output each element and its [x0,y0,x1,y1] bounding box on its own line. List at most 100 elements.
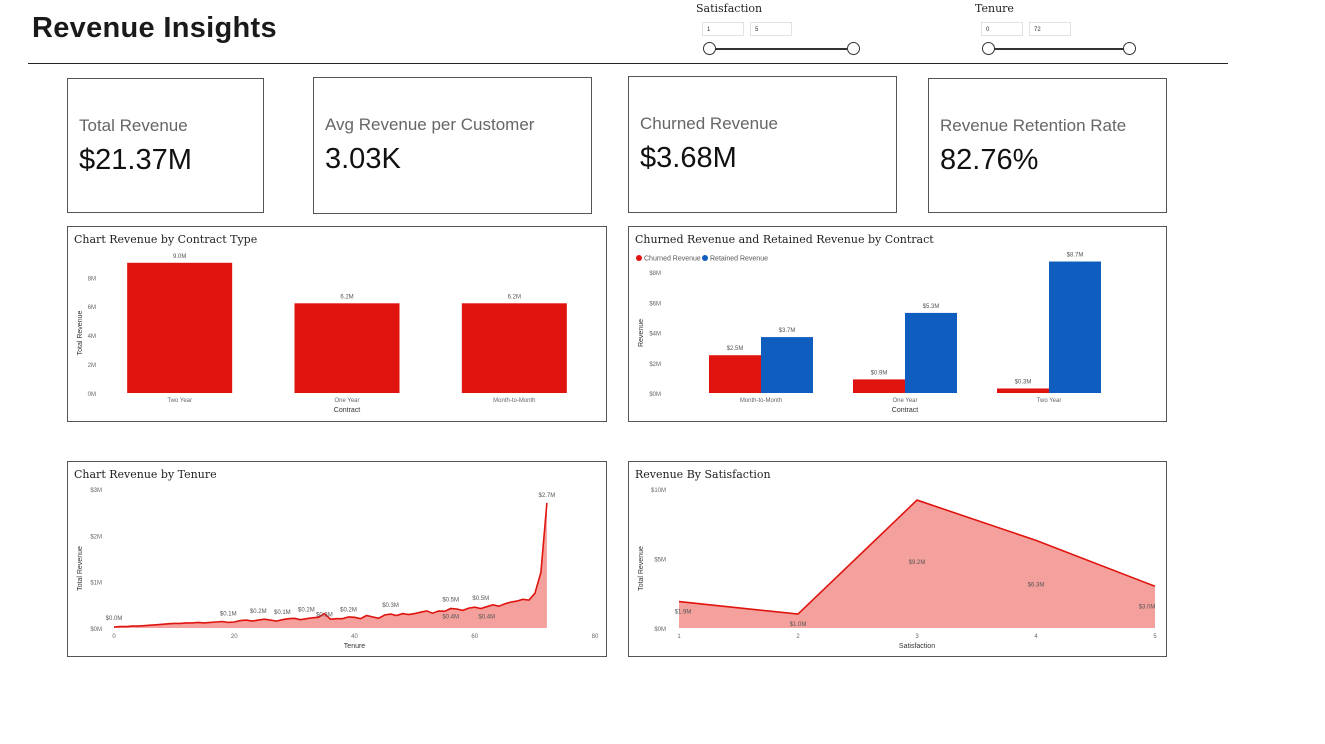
data-label: $0.5M [442,598,459,604]
data-label: $0.5M [472,596,489,602]
x-tick-label: Month-to-Month [740,398,782,404]
data-label: $0.2M [298,608,315,614]
data-label: $0.1M [220,611,237,617]
data-label: $1.0M [790,622,807,628]
series-line [113,502,548,628]
y-tick-label: $2M [649,362,661,368]
area-fill [679,500,1155,628]
tenure-max-input[interactable]: 72 [1029,22,1071,36]
y-tick-label: $6M [649,301,661,307]
revenue-by-tenure-svg: $0M $1M $2M $3M 0 20 40 60 80 Tenure Total Revenue… [77,488,599,650]
kpi-value: $3.68M [640,142,737,174]
y-tick-label: $0M [654,627,666,633]
bar [1049,261,1101,393]
x-tick-label: 0 [112,634,116,640]
data-label: $2.5M [727,346,744,352]
x-tick-label: 4 [1034,634,1038,640]
data-label: $8.7M [1067,253,1084,259]
tenure-slicer-label: Tenure [975,2,1014,15]
satisfaction-slicer-label: Satisfaction [696,2,763,15]
y-axis-title: Revenue [638,319,645,347]
satisfaction-max-handle[interactable] [847,42,860,55]
data-label: 9.0M [173,254,186,260]
y-axis-title: Total Revenue [77,311,84,356]
kpi-value: 3.03K [325,143,401,175]
tenure-max-handle[interactable] [1123,42,1136,55]
data-label: $3.0M [1139,604,1156,610]
data-label: $1.9M [675,610,692,616]
x-tick-label: Two Year [167,398,192,404]
x-axis-title: Satisfaction [899,643,935,650]
x-tick-label: 1 [677,634,681,640]
chart-title: Churned Revenue and Retained Revenue by … [635,233,934,246]
x-axis-title: Contract [892,407,919,414]
kpi-value: 82.76% [940,144,1039,176]
data-label: $2.7M [539,493,556,499]
page-title: Revenue Insights [32,12,277,44]
x-tick-label: 80 [592,634,599,640]
y-tick-label: 0M [88,392,96,398]
kpi-label: Churned Revenue [640,114,778,133]
series-line [678,499,1156,615]
data-label: $0.9M [871,370,888,376]
satisfaction-max-input[interactable]: 5 [750,22,792,36]
data-label: $9.2M [909,560,926,566]
satisfaction-min-input[interactable]: 1 [702,22,744,36]
bar [461,303,567,393]
y-tick-label: $8M [649,271,661,277]
kpi-label: Revenue Retention Rate [940,116,1127,135]
data-label: $0.0M [106,616,123,622]
x-tick-label: Month-to-Month [493,398,535,404]
satisfaction-slider-track[interactable] [704,48,847,50]
tenure-slider-track[interactable] [983,48,1126,50]
y-tick-label: $1M [90,581,102,587]
area-fill [114,502,547,628]
revenue-by-satisfaction-svg: $0M $5M $10M 1 2 3 4 5 Satisfaction Total Revenue… [638,488,1157,650]
data-label: $5.3M [923,304,940,310]
legend-marker [636,255,642,261]
x-axis-title: Contract [334,407,361,414]
y-tick-label: $2M [90,534,102,540]
x-tick-label: 5 [1153,634,1157,640]
bar [853,379,905,393]
bar [127,262,233,393]
y-axis-title: Total Revenue [77,546,84,591]
satisfaction-slicer: Satisfaction 1 5 [696,2,866,55]
chart-title: Chart Revenue by Contract Type [74,233,258,246]
kpi-card-churned-revenue: Churned Revenue $3.68M [628,76,897,213]
kpi-label: Total Revenue [79,116,188,135]
x-tick-label: 40 [351,634,358,640]
data-label: 6.2M [340,294,353,300]
x-tick-label: 3 [915,634,919,640]
y-tick-label: $4M [649,332,661,338]
data-label: $6.3M [1028,582,1045,588]
chart-title: Revenue By Satisfaction [635,468,771,481]
y-tick-label: 8M [88,276,96,282]
y-tick-label: $5M [654,558,666,564]
y-tick-label: 2M [88,363,96,369]
data-label: $0.4M [442,615,459,621]
revenue-by-contract-chart: 0M 2M 4M 6M 8M 9.0M Two Year 6.2M One Year 6.2M Mo… [67,226,607,422]
y-tick-label: $10M [651,488,666,494]
y-tick-label: 6M [88,305,96,311]
y-tick-label: $0M [90,627,102,633]
kpi-value: $21.37M [79,144,192,176]
kpi-label: Avg Revenue per Customer [325,115,535,134]
data-label: $0.2M [340,608,357,614]
bar [294,303,400,393]
data-label: $0.2M [250,609,267,615]
legend-label: Churned Revenue [644,256,701,263]
bar [709,355,761,393]
data-label: $0.1M [274,610,291,616]
y-tick-label: $0M [649,392,661,398]
x-axis-title: Tenure [344,643,366,650]
x-tick-label: 2 [796,634,800,640]
tenure-min-handle[interactable] [982,42,995,55]
x-tick-label: One Year [334,398,359,404]
legend-label: Retained Revenue [710,256,768,263]
x-tick-label: Two Year [1037,398,1062,404]
satisfaction-min-handle[interactable] [703,42,716,55]
y-tick-label: $3M [90,488,102,494]
kpi-card-total-revenue: Total Revenue $21.37M [67,78,264,213]
tenure-min-input[interactable]: 0 [981,22,1023,36]
